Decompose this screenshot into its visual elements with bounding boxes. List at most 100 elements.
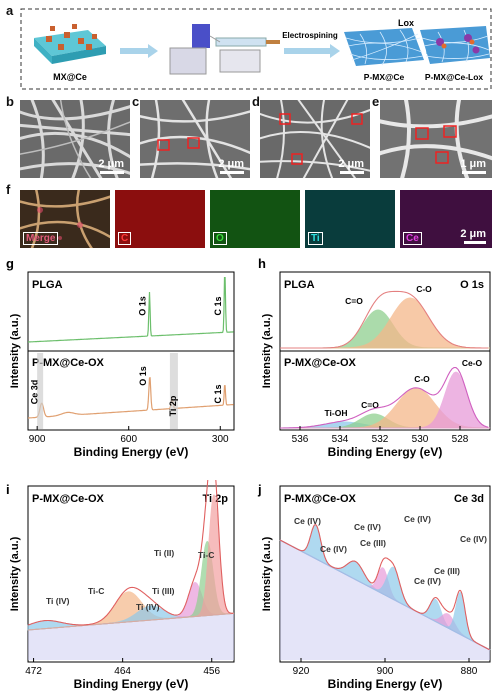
peak-label: Ti (II): [154, 548, 174, 558]
mxce-slab-icon: [34, 24, 106, 64]
sem-image-b: 2 μm: [20, 100, 130, 178]
eds-map-c: C: [115, 190, 205, 248]
highlight-band: [169, 353, 178, 429]
panel-f-letter: f: [6, 182, 11, 197]
sem-image-e: 1 μm: [380, 100, 492, 178]
x-tick-label: 920: [293, 666, 310, 677]
peak-label: Ce (IV): [460, 534, 487, 544]
eds-map-ti: Ti: [305, 190, 395, 248]
fit-component: [27, 494, 235, 631]
scale-label: 2 μm: [98, 158, 124, 170]
eds-map-merge: Merge: [20, 190, 110, 248]
peak-label: Ce (IV): [320, 544, 347, 554]
eds-label-o: O: [213, 232, 227, 245]
peak-label: Ti 2p: [168, 395, 178, 416]
scale-label: 1 μm: [460, 158, 486, 170]
sample-label: P-MX@Ce-OX: [284, 493, 357, 505]
scale-bar: [340, 171, 364, 174]
label-pmxce: P-MX@Ce: [364, 72, 405, 82]
peak-labels: Ce (IV) Ce (IV) Ce (IV) Ce (III) Ce (IV)…: [294, 514, 487, 586]
peak-label: Ti-C: [88, 586, 104, 596]
y-axis-label: Intensity (a.u.): [261, 536, 273, 611]
panel-j-letter: j: [257, 482, 262, 497]
xps-ce3d-chart: j P-MX@Ce-OX Ce 3d 920 900 880 Ce (IV) Ce …: [257, 482, 491, 691]
x-tick-label: 900: [29, 434, 46, 445]
component-label: Ce-O: [462, 358, 483, 368]
peak-labels: Ti (IV) Ti-C Ti (IV) Ti (III) Ti (II) Ti…: [46, 548, 214, 612]
panel-a-schematic: MX@Ce Electrospining P-MX@Ce Lox P: [20, 8, 492, 90]
x-tick-label: 456: [203, 666, 220, 677]
envelope-line: [280, 290, 488, 349]
xps-survey-chart: g PLGA P-MX@Ce-OX O 1s C 1s Ce 3d O 1s Ti 2p…: [6, 256, 235, 459]
peak-label: Ce (IV): [404, 514, 431, 524]
peak-label: Ce (IV): [414, 576, 441, 586]
x-tick-label: 880: [461, 666, 478, 677]
panel-b-letter: b: [6, 94, 14, 109]
scale-bar: [462, 171, 486, 174]
eds-label-merge: Merge: [23, 232, 59, 245]
peak-label: Ce (III): [434, 566, 460, 576]
panel-g-letter: g: [6, 256, 14, 271]
x-tick-label: 528: [452, 434, 469, 445]
panel-c-letter: c: [132, 94, 140, 109]
eds-map-ce: Ce 2 μm: [400, 190, 492, 248]
component-label: C=O: [361, 400, 379, 410]
x-tick-label: 472: [25, 666, 42, 677]
envelope-line: [27, 480, 234, 626]
series-line-plga: [28, 277, 234, 343]
eds-label-ti: Ti: [308, 232, 323, 245]
background-fill: [28, 613, 234, 660]
panel-e-letter: e: [372, 94, 380, 109]
component-label: C-O: [416, 284, 432, 294]
envelope-line: [279, 524, 490, 651]
scale-label: 2 μm: [338, 158, 364, 170]
label-mxce: MX@Ce: [53, 72, 87, 82]
label-pmxce-lox: P-MX@Ce-Lox: [425, 72, 484, 82]
electrospinning-device-icon: [169, 24, 280, 75]
series-label: P-MX@Ce-OX: [284, 357, 357, 369]
panel-d-letter: d: [252, 94, 260, 109]
series-label: P-MX@Ce-OX: [32, 357, 105, 369]
sem-image-d: 2 μm: [260, 100, 370, 178]
eds-label-ce: Ce: [403, 232, 422, 245]
x-tick-label: 534: [332, 434, 349, 445]
arrow-icon: [284, 44, 340, 58]
envelope-line: [280, 366, 489, 429]
peak-label: Ti (IV): [136, 602, 160, 612]
pmxce-lox-mat-icon: [420, 26, 490, 64]
label-lox: Lox: [398, 18, 414, 28]
x-tick-label: 530: [412, 434, 429, 445]
scale-bar: [220, 171, 244, 174]
pmxce-mat-icon: [344, 28, 424, 66]
x-tick-label: 464: [114, 666, 131, 677]
scale-label: 2 μm: [460, 228, 486, 240]
series-label: PLGA: [284, 279, 315, 291]
eds-map-o: O: [210, 190, 300, 248]
component-label: Ti-OH: [325, 408, 348, 418]
peak-label: O 1s: [137, 296, 147, 316]
peak-label: Ce 3d: [30, 380, 40, 405]
fit-component: [280, 371, 491, 429]
highlight-band: [37, 353, 44, 429]
peak-label: Ti-C: [198, 550, 214, 560]
scale-bar: [100, 171, 124, 174]
series-label: PLGA: [32, 279, 63, 291]
label-electrospining: Electrospining: [282, 31, 338, 40]
peak-label: Ce (IV): [354, 522, 381, 532]
x-tick-label: 900: [377, 666, 394, 677]
x-tick-label: 532: [372, 434, 389, 445]
x-tick-label: 536: [292, 434, 309, 445]
plot-frame: [27, 485, 235, 663]
peak-label: C 1s: [213, 296, 223, 315]
scale-bar: [464, 241, 486, 244]
peak-label: C 1s: [213, 384, 223, 403]
panel-a-letter: a: [6, 3, 14, 18]
xps-o1s-chart: h PLGA O 1s P-MX@Ce-OX C=O C-O Ti-OH C=O C-O…: [258, 256, 491, 459]
eds-label-c: C: [118, 232, 132, 245]
x-axis-label: Binding Energy (eV): [328, 677, 443, 691]
panel-i-letter: i: [6, 482, 10, 497]
x-axis-label: Binding Energy (eV): [328, 445, 443, 459]
peak-label: Ti (IV): [46, 596, 70, 606]
peak-label: Ce (III): [360, 538, 386, 548]
